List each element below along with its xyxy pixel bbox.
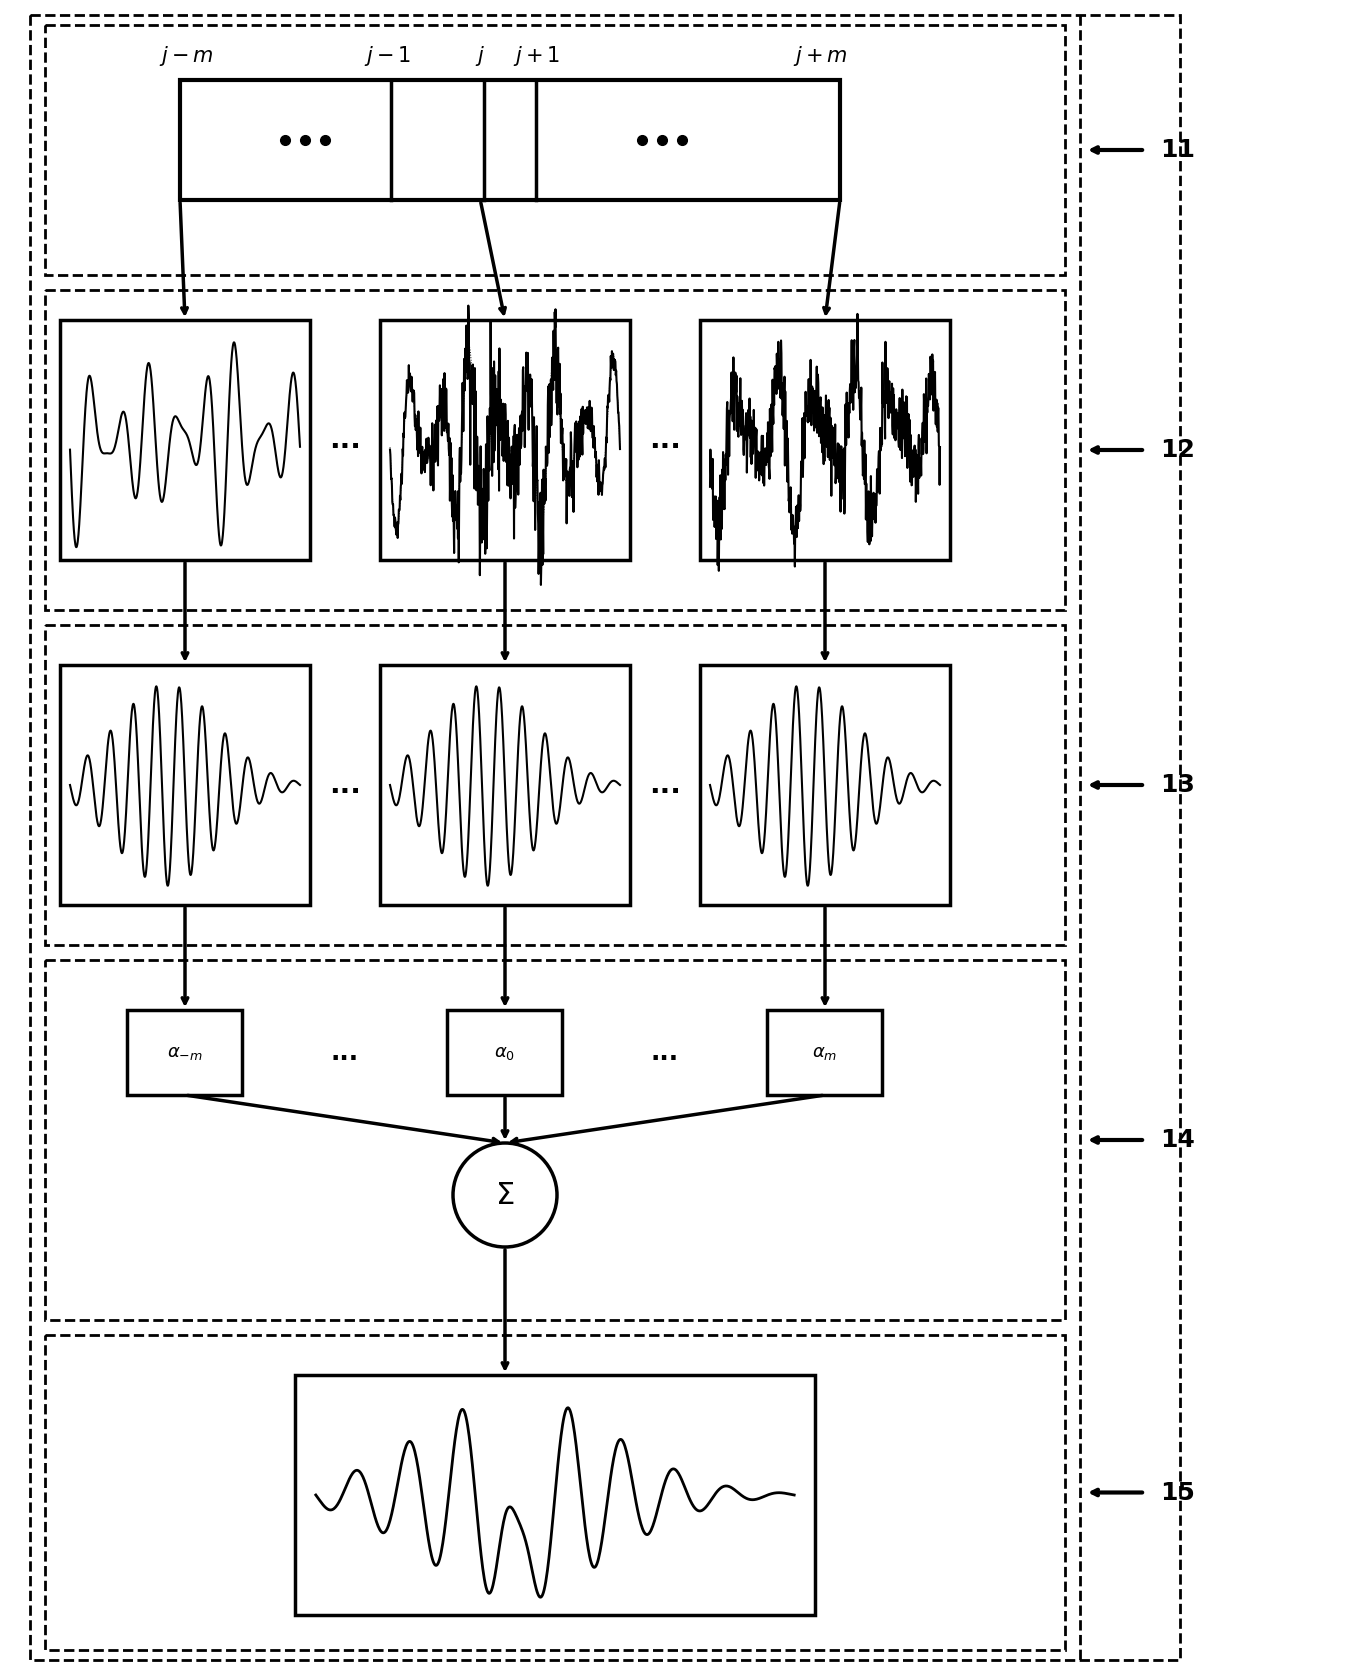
Bar xyxy=(448,1010,562,1095)
Text: ...: ... xyxy=(329,425,362,454)
Bar xyxy=(45,290,1066,610)
Bar xyxy=(700,665,951,904)
Text: $\alpha_m$: $\alpha_m$ xyxy=(812,1044,838,1062)
Text: ...: ... xyxy=(649,425,681,454)
Text: 13: 13 xyxy=(1160,772,1194,797)
Text: $j-1$: $j-1$ xyxy=(364,44,412,69)
Text: 12: 12 xyxy=(1160,437,1194,462)
Text: $j+1$: $j+1$ xyxy=(513,44,561,69)
Bar xyxy=(60,665,310,904)
Bar xyxy=(45,25,1066,275)
Text: $\alpha_0$: $\alpha_0$ xyxy=(494,1044,516,1062)
Bar xyxy=(45,1335,1066,1650)
Text: ...: ... xyxy=(330,1040,359,1065)
Bar xyxy=(180,80,839,199)
Bar xyxy=(127,1010,242,1095)
Bar xyxy=(30,15,1179,1660)
Text: $j+m$: $j+m$ xyxy=(793,44,848,69)
Text: ...: ... xyxy=(651,1040,680,1065)
Bar xyxy=(45,625,1066,945)
Text: $\alpha_{-m}$: $\alpha_{-m}$ xyxy=(167,1044,203,1062)
Text: $j-m$: $j-m$ xyxy=(160,44,214,69)
Bar xyxy=(380,665,630,904)
Bar xyxy=(295,1375,815,1615)
Bar xyxy=(768,1010,883,1095)
Text: 14: 14 xyxy=(1160,1127,1194,1152)
Text: $\Sigma$: $\Sigma$ xyxy=(496,1181,515,1209)
Text: $j$: $j$ xyxy=(475,44,485,69)
Text: 11: 11 xyxy=(1160,137,1196,162)
Bar xyxy=(380,320,630,559)
Text: ...: ... xyxy=(329,770,362,799)
Bar xyxy=(700,320,951,559)
Text: 15: 15 xyxy=(1160,1481,1194,1504)
Bar xyxy=(45,960,1066,1320)
Bar xyxy=(60,320,310,559)
Text: ...: ... xyxy=(649,770,681,799)
